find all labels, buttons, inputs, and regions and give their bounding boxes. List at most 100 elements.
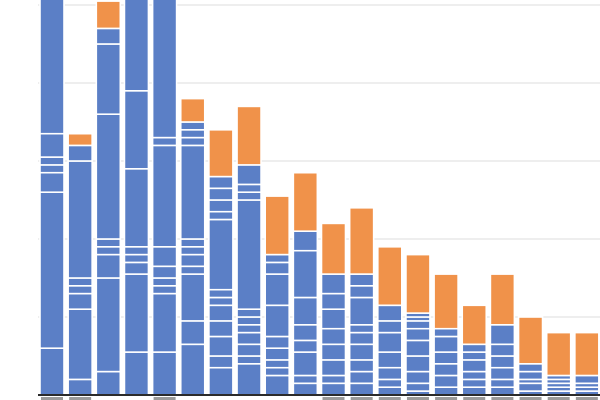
bar-1-segment-6 <box>39 132 65 158</box>
bar-6-segment-4 <box>179 265 206 275</box>
bar-15-segment-6 <box>433 327 459 338</box>
bar-9-segment-1 <box>264 374 291 396</box>
bar-13-segment-1 <box>376 386 403 396</box>
bar-17 <box>489 273 516 396</box>
bar-6-segment-2 <box>179 320 206 346</box>
bar-7-segment-8 <box>208 218 234 291</box>
bar-15 <box>433 273 459 396</box>
x-tick-label-1 <box>41 397 63 400</box>
bar-5-segment-1 <box>151 351 178 396</box>
bar-11-segment-7 <box>320 292 347 311</box>
bar-11-segment-8 <box>320 273 347 295</box>
bar-10-segment-7 <box>292 249 319 299</box>
x-tick-label-20 <box>575 397 598 400</box>
bar-9-segment-6 <box>264 304 291 338</box>
bar-2-top-segment <box>67 132 93 147</box>
bar-14 <box>405 253 431 396</box>
bar-3 <box>95 0 122 396</box>
bar-10-segment-2 <box>292 374 319 385</box>
bar-13-segment-3 <box>376 366 403 381</box>
bar-18-segment-4 <box>517 370 544 381</box>
bar-8-segment-6 <box>236 316 262 326</box>
bar-14-segment-3 <box>405 370 431 385</box>
x-tick-label-15 <box>435 397 458 400</box>
bar-8-segment-9 <box>236 191 262 201</box>
bars <box>39 0 600 396</box>
bar-8-segment-11 <box>236 164 262 186</box>
bar-2-segment-7 <box>67 144 93 162</box>
bar-8-segment-3 <box>236 343 262 357</box>
bar-3-segment-4 <box>95 246 122 256</box>
bar-12-segment-9 <box>348 273 375 287</box>
bar-13-segment-7 <box>376 304 403 322</box>
bar-11-segment-6 <box>320 308 347 330</box>
bar-10-segment-1 <box>292 382 319 396</box>
bar-8 <box>236 105 262 396</box>
bar-6-segment-6 <box>179 246 206 256</box>
bar-15-segment-2 <box>433 374 459 388</box>
bar-10 <box>292 171 319 396</box>
bar-3-segment-2 <box>95 277 122 373</box>
bar-2-segment-4 <box>67 284 93 295</box>
x-tick-label-19 <box>547 397 570 400</box>
bar-20-top-segment <box>574 331 600 377</box>
bar-11-segment-5 <box>320 327 347 346</box>
bar-3-segment-6 <box>95 113 122 240</box>
bar-17-top-segment <box>489 273 516 326</box>
bar-8-top-segment <box>236 105 262 166</box>
bar-8-segment-10 <box>236 183 262 193</box>
bar-9 <box>264 195 291 396</box>
x-tick-label-11 <box>322 397 345 400</box>
bar-7-segment-11 <box>208 187 234 201</box>
bar-4-segment-5 <box>123 246 150 256</box>
bar-17-segment-1 <box>489 386 516 396</box>
x-tick-label-17 <box>491 397 514 400</box>
bar-15-segment-4 <box>433 351 459 365</box>
bar-10-segment-5 <box>292 323 319 342</box>
bar-6-segment-11 <box>179 121 206 131</box>
bar-6-segment-7 <box>179 238 206 248</box>
bar-4-segment-6 <box>123 168 150 248</box>
bar-17-segment-2 <box>489 378 516 388</box>
bar-3-segment-5 <box>95 238 122 248</box>
bar-12-segment-6 <box>348 323 375 334</box>
bar-6 <box>179 97 206 396</box>
bar-4-segment-7 <box>123 90 150 170</box>
bar-7-segment-7 <box>208 288 234 299</box>
bar-5-segment-9 <box>151 0 178 139</box>
x-tick-label-16 <box>463 397 486 400</box>
bar-3-top-segment <box>95 0 122 30</box>
bar-6-segment-1 <box>179 343 206 396</box>
bar-13-segment-5 <box>376 331 403 353</box>
bar-5-segment-8 <box>151 136 178 147</box>
bar-4-segment-3 <box>123 261 150 275</box>
bar-9-segment-2 <box>264 366 291 377</box>
bar-4-segment-4 <box>123 253 150 264</box>
bar-14-segment-5 <box>405 339 431 357</box>
bar-11-segment-2 <box>320 374 347 385</box>
bar-13-top-segment <box>376 246 403 307</box>
x-tick-label-12 <box>350 397 373 400</box>
x-tick-label-13 <box>378 397 401 400</box>
bar-8-segment-5 <box>236 323 262 334</box>
bar-13-segment-6 <box>376 320 403 334</box>
bar-7-segment-2 <box>208 355 234 369</box>
bar-12-segment-7 <box>348 296 375 326</box>
bar-7-segment-1 <box>208 366 234 396</box>
bar-11-segment-4 <box>320 343 347 361</box>
bar-9-segment-4 <box>264 347 291 361</box>
bar-18-segment-2 <box>517 382 544 392</box>
bar-6-segment-9 <box>179 136 206 147</box>
bar-13 <box>376 246 403 396</box>
bar-12-top-segment <box>348 207 375 275</box>
bar-1-segment-1 <box>39 347 65 396</box>
bar-18 <box>517 316 544 396</box>
bar-4-segment-2 <box>123 273 150 353</box>
bar-2-segment-6 <box>67 160 93 279</box>
bar-16-segment-4 <box>461 359 488 373</box>
bar-20-segment-4 <box>574 374 600 385</box>
bar-2 <box>67 132 93 396</box>
bar-7-segment-6 <box>208 296 234 307</box>
bar-11-segment-1 <box>320 382 347 396</box>
